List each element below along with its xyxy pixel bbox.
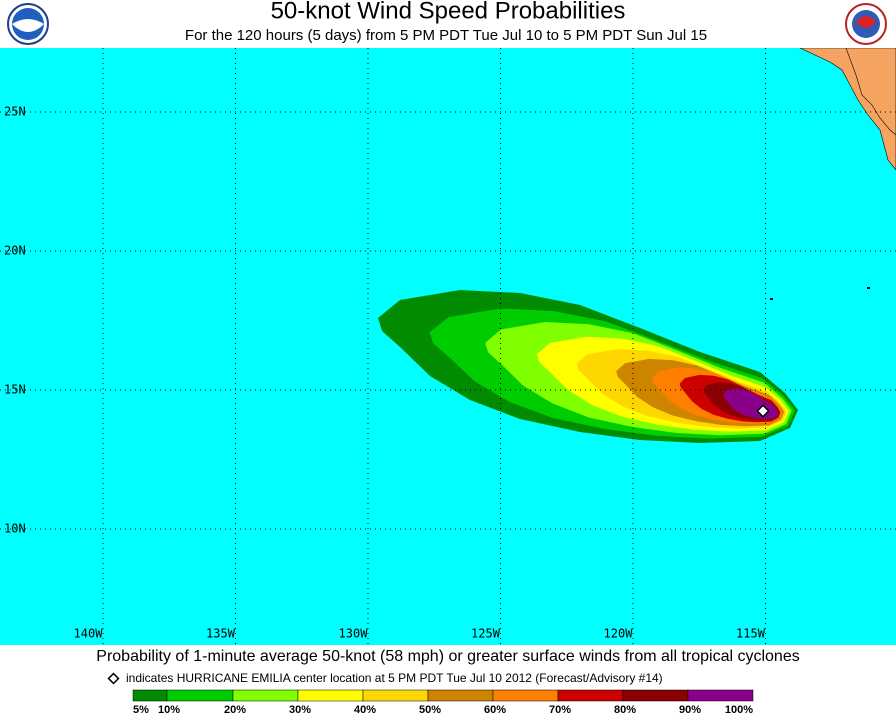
legend-swatch <box>492 689 559 702</box>
legend-swatch <box>362 689 429 702</box>
legend-label: 10% <box>158 704 180 716</box>
longitude-label: 120W <box>604 627 634 641</box>
legend-label: 80% <box>614 704 636 716</box>
caption: Probability of 1-minute average 50-knot … <box>96 648 799 665</box>
legend-swatch <box>687 689 754 702</box>
legend-label: 90% <box>679 704 701 716</box>
longitude-label: 130W <box>339 627 369 641</box>
coastline <box>845 48 896 136</box>
legend-swatch <box>427 689 494 702</box>
legend-swatch <box>297 689 364 702</box>
legend-label: 50% <box>419 704 441 716</box>
legend-label: 40% <box>354 704 376 716</box>
legend-swatch <box>166 689 234 702</box>
latitude-label: 20N <box>4 244 26 258</box>
legend-swatch <box>232 689 299 702</box>
map: 25N 20N 15N 10N 140W 135W 130W 125W 120W 115W <box>0 48 896 645</box>
legend-label: 100% <box>725 704 753 716</box>
legend-label: 5% <box>133 704 149 716</box>
longitude-label: 125W <box>471 627 501 641</box>
latitude-label: 15N <box>4 383 26 397</box>
noaa-logo <box>7 3 49 45</box>
legend-label: 70% <box>549 704 571 716</box>
title: 50-knot Wind Speed Probabilities <box>271 0 626 24</box>
legend-label: 20% <box>224 704 246 716</box>
note: indicates HURRICANE EMILIA center locati… <box>126 671 663 685</box>
latitude-label: 25N <box>4 105 26 119</box>
longitude-label: 115W <box>736 627 766 641</box>
header-band <box>0 0 896 48</box>
legend: 5% 10% 20% 30% 40% 50% 60% 70% 80% 90% 100% <box>132 689 754 716</box>
grid: 25N 20N 15N 10N 140W 135W 130W 125W 120W 115W <box>0 48 896 645</box>
legend-label: 30% <box>289 704 311 716</box>
longitude-label: 140W <box>74 627 104 641</box>
island <box>867 287 870 289</box>
legend-label: 60% <box>484 704 506 716</box>
longitude-label: 135W <box>206 627 236 641</box>
land <box>799 48 896 171</box>
island <box>770 298 773 300</box>
legend-swatch <box>622 689 689 702</box>
nws-logo <box>845 3 887 45</box>
legend-swatch <box>132 689 168 702</box>
note-diamond <box>107 672 120 685</box>
latitude-label: 10N <box>4 522 26 536</box>
subtitle: For the 120 hours (5 days) from 5 PM PDT… <box>185 27 707 44</box>
storm-center <box>756 404 770 418</box>
legend-swatch <box>557 689 624 702</box>
